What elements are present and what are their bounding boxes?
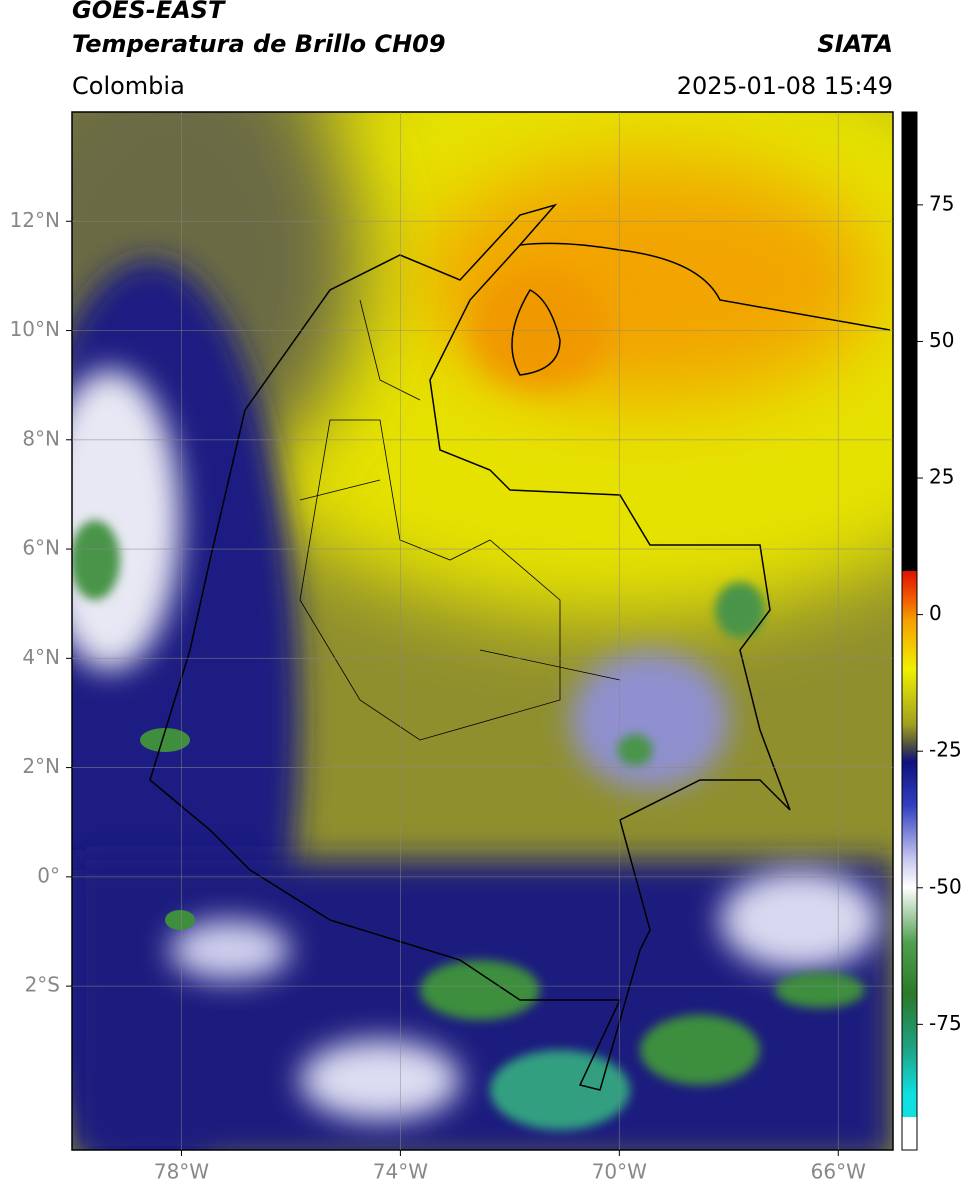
lat-tick-label: 4°N bbox=[22, 645, 60, 669]
lon-tick-label: 66°W bbox=[811, 1160, 866, 1184]
lat-tick-label: 6°N bbox=[22, 536, 60, 560]
colorbar-tick-label: 75 bbox=[929, 191, 954, 215]
lon-tick-label: 74°W bbox=[373, 1160, 428, 1184]
colorbar-tick-label: 0 bbox=[929, 601, 942, 625]
satellite-image bbox=[72, 112, 893, 1150]
colorbar-tick-label: -75 bbox=[929, 1011, 962, 1035]
colorbar-tick-label: -50 bbox=[929, 874, 962, 898]
colorbar bbox=[901, 111, 918, 1151]
title: GOES-EAST bbox=[72, 0, 225, 24]
lat-tick-label: 2°S bbox=[25, 973, 60, 997]
colorbar-tick-label: -25 bbox=[929, 738, 962, 762]
lat-tick-label: 8°N bbox=[22, 426, 60, 450]
lon-tick-label: 70°W bbox=[592, 1160, 647, 1184]
region: Colombia bbox=[72, 72, 185, 100]
subtitle: Temperatura de Brillo CH09 bbox=[72, 30, 446, 58]
datetime: 2025-01-08 15:49 bbox=[676, 72, 893, 100]
lat-tick-label: 2°N bbox=[22, 754, 60, 778]
lat-tick-label: 0° bbox=[37, 863, 60, 887]
colorbar-tick-label: 25 bbox=[929, 465, 954, 489]
lat-tick-label: 12°N bbox=[10, 208, 60, 232]
map-frame bbox=[71, 111, 894, 1151]
colorbar-tick-label: 50 bbox=[929, 328, 954, 352]
lat-tick-label: 10°N bbox=[10, 317, 60, 341]
source: SIATA bbox=[817, 30, 893, 58]
lon-tick-label: 78°W bbox=[154, 1160, 209, 1184]
